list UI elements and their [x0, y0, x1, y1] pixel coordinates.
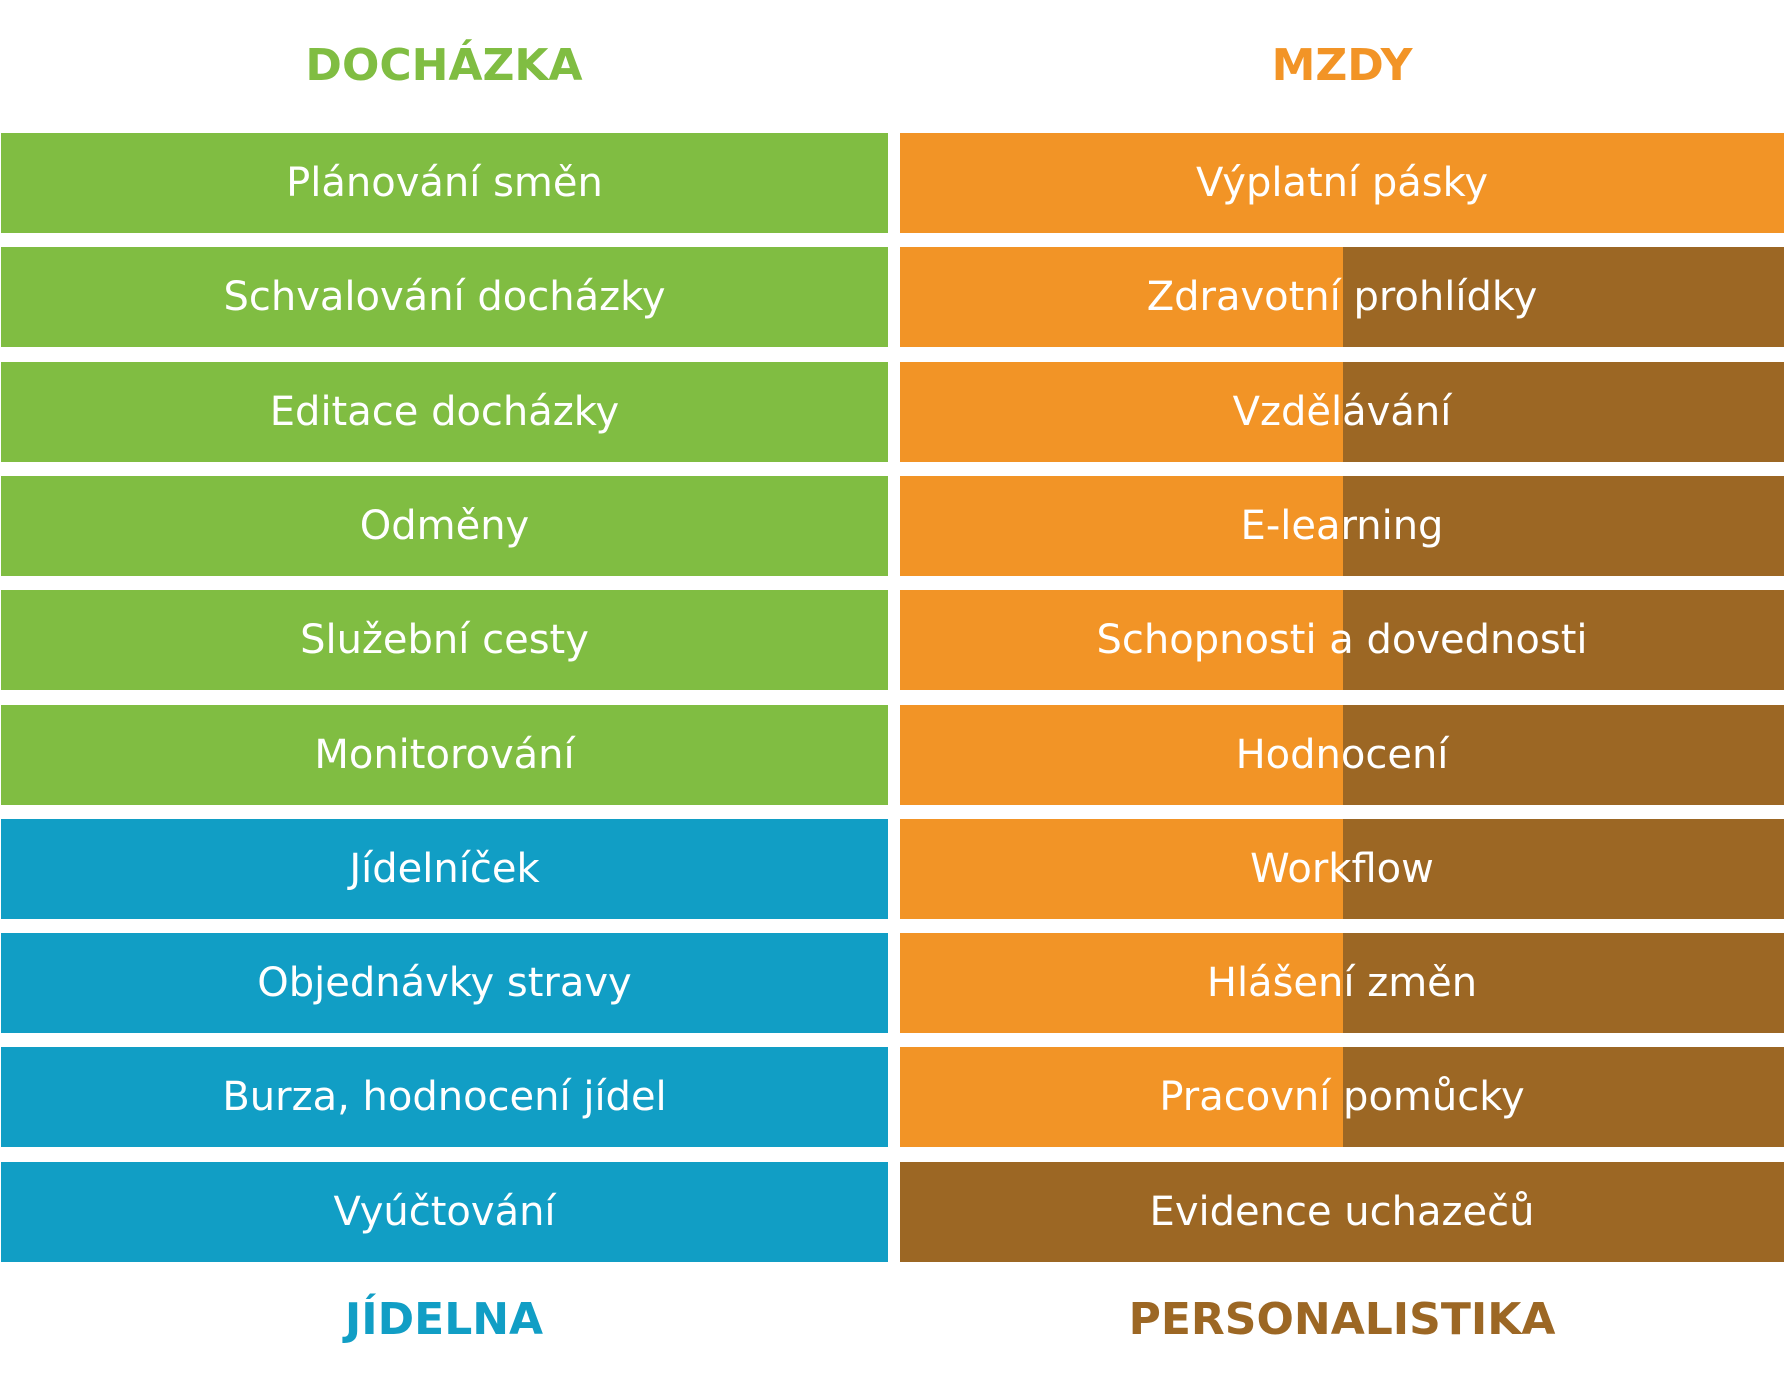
module-label: Hlášení změn: [1206, 960, 1478, 1006]
left-module-dochazka: Odměny: [1, 476, 888, 576]
right-module-personalistika: Evidence uchazečů: [900, 1162, 1784, 1262]
left-module-jidelna: Objednávky stravy: [1, 933, 888, 1033]
module-label: Burza, hodnocení jídel: [222, 1074, 667, 1120]
heading-personalistika: PERSONALISTIKA: [1128, 1294, 1556, 1345]
left-module-dochazka: Plánování směn: [1, 133, 888, 233]
module-label: Editace docházky: [269, 389, 620, 435]
module-label: Pracovní pomůcky: [1159, 1074, 1525, 1120]
module-label: Schvalování docházky: [223, 274, 666, 320]
personalistika-overlap-fill: [1343, 1047, 1784, 1147]
right-module-mzdy-personalistika: Zdravotní prohlídky: [900, 247, 1784, 347]
module-label: Výplatní pásky: [1196, 160, 1488, 206]
right-module-mzdy-personalistika: Hodnocení: [900, 705, 1784, 805]
right-module-mzdy-personalistika: Hlášení změn: [900, 933, 1784, 1033]
right-module-mzdy: Výplatní pásky: [900, 133, 1784, 233]
left-module-dochazka: Editace docházky: [1, 362, 888, 462]
module-label: Služební cesty: [300, 617, 589, 663]
module-label: Zdravotní prohlídky: [1146, 274, 1538, 320]
module-label: Objednávky stravy: [257, 960, 632, 1006]
heading-jidelna: JÍDELNA: [344, 1294, 544, 1345]
personalistika-overlap-fill: [1343, 933, 1784, 1033]
personalistika-overlap-fill: [1343, 819, 1784, 919]
left-module-jidelna: Jídelníček: [1, 819, 888, 919]
right-module-mzdy-personalistika: Schopnosti a dovednosti: [900, 590, 1784, 690]
left-module-dochazka: Monitorování: [1, 705, 888, 805]
module-label: Evidence uchazečů: [1149, 1189, 1535, 1235]
module-label: Vyúčtování: [333, 1189, 556, 1235]
personalistika-overlap-fill: [1343, 247, 1784, 347]
module-label: Plánování směn: [286, 160, 603, 206]
module-label: Odměny: [359, 503, 530, 549]
heading-dochazka: DOCHÁZKA: [305, 40, 583, 91]
heading-mzdy: MZDY: [1271, 40, 1413, 91]
left-module-jidelna: Vyúčtování: [1, 1162, 888, 1262]
left-module-dochazka: Služební cesty: [1, 590, 888, 690]
module-label: Schopnosti a dovednosti: [1096, 617, 1588, 663]
right-module-mzdy-personalistika: Workflow: [900, 819, 1784, 919]
personalistika-overlap-fill: [1343, 590, 1784, 690]
right-module-mzdy-personalistika: Pracovní pomůcky: [900, 1047, 1784, 1147]
left-module-dochazka: Schvalování docházky: [1, 247, 888, 347]
module-label: Workflow: [1250, 846, 1434, 892]
module-label: E-learning: [1240, 503, 1444, 549]
personalistika-overlap-fill: [1343, 476, 1784, 576]
module-label: Monitorování: [314, 732, 575, 778]
personalistika-overlap-fill: [1343, 362, 1784, 462]
module-label: Hodnocení: [1235, 732, 1449, 778]
right-module-mzdy-personalistika: Vzdělávání: [900, 362, 1784, 462]
module-label: Jídelníček: [349, 846, 540, 892]
module-label: Vzdělávání: [1232, 389, 1452, 435]
personalistika-overlap-fill: [1343, 705, 1784, 805]
left-module-jidelna: Burza, hodnocení jídel: [1, 1047, 888, 1147]
right-module-mzdy-personalistika: E-learning: [900, 476, 1784, 576]
